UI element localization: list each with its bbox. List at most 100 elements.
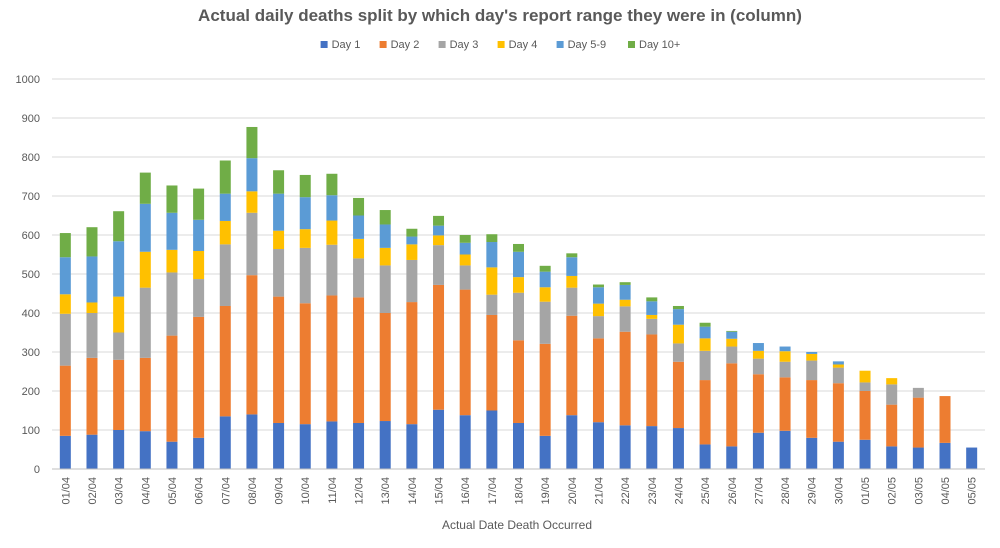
bar-segment — [219, 220, 231, 245]
bar-stack — [379, 210, 391, 469]
x-tick-label: 05/05 — [967, 477, 979, 505]
x-tick-label: 04/04 — [140, 477, 152, 505]
bar-segment — [726, 446, 738, 469]
x-tick-label: 23/04 — [647, 477, 659, 505]
bar-segment — [539, 301, 551, 344]
x-axis-label: Actual Date Death Occurred — [442, 518, 592, 532]
bar-segment — [59, 257, 71, 295]
y-tick-label: 1000 — [16, 74, 40, 86]
bar-segment — [59, 294, 71, 314]
bar-stack — [459, 235, 471, 469]
x-tick-label: 06/04 — [194, 477, 206, 505]
bar-segment — [699, 322, 711, 327]
legend-swatch — [556, 41, 564, 48]
legend-item: Day 5-9 — [556, 39, 606, 51]
x-tick-label: 03/05 — [913, 477, 925, 505]
bar-stack — [726, 330, 738, 469]
bar-segment — [433, 284, 445, 410]
x-tick-label: 22/04 — [620, 477, 632, 505]
bar-segment — [646, 318, 658, 335]
bar-segment — [219, 193, 231, 221]
bar-segment — [166, 335, 178, 442]
bar-segment — [699, 444, 711, 469]
bar-segment — [139, 357, 151, 432]
bar-segment — [299, 174, 311, 198]
bar-segment — [113, 211, 125, 242]
bar-segment — [672, 361, 684, 429]
bar-segment — [406, 302, 418, 425]
bar-stack — [806, 352, 818, 469]
bar-segment — [379, 265, 391, 313]
bar-segment — [246, 126, 258, 159]
bar-segment — [486, 267, 498, 295]
bar-segment — [513, 292, 524, 341]
bar-segment — [699, 326, 711, 339]
bar-segment — [619, 284, 631, 300]
bar-segment — [912, 397, 924, 448]
bar-segment — [619, 306, 631, 332]
bar-segment — [433, 225, 445, 236]
x-tick-label: 07/04 — [220, 477, 232, 505]
bar-segment — [699, 350, 711, 381]
bar-stack — [752, 343, 764, 469]
bar-segment — [886, 446, 898, 469]
bar-segment — [433, 245, 445, 285]
bar-segment — [619, 299, 631, 307]
bar-stack — [939, 396, 951, 469]
bar-segment — [672, 343, 684, 362]
bar-segment — [726, 363, 738, 447]
legend-swatch — [628, 41, 635, 48]
bar-segment — [86, 227, 98, 257]
bar-segment — [113, 332, 125, 360]
bar-segment — [806, 360, 818, 381]
bar-segment — [459, 235, 471, 243]
x-tick-label: 15/04 — [434, 477, 446, 505]
bar-segment — [406, 228, 418, 237]
x-tick-label: 01/04 — [60, 477, 72, 505]
bar-segment — [859, 382, 871, 391]
bar-stack — [619, 282, 631, 469]
bar-segment — [299, 197, 311, 230]
x-tick-label: 04/05 — [940, 477, 952, 505]
bar-stack — [646, 297, 658, 469]
bar-stack — [672, 305, 684, 469]
bar-segment — [779, 377, 791, 431]
bar-stack — [779, 346, 791, 469]
x-tick-label: 18/04 — [514, 477, 526, 505]
bar-segment — [353, 238, 365, 259]
bar-stack — [273, 170, 285, 469]
bar-segment — [779, 346, 791, 352]
x-tick-label: 25/04 — [700, 477, 712, 505]
bar-segment — [326, 421, 338, 469]
x-tick-label: 28/04 — [780, 477, 792, 505]
bar-segment — [326, 244, 338, 296]
bar-segment — [219, 305, 231, 417]
bar-segment — [752, 358, 764, 375]
bar-stack — [912, 387, 924, 469]
bar-stack — [193, 188, 205, 469]
bar-segment — [59, 233, 71, 258]
bar-segment — [619, 425, 631, 469]
bar-segment — [326, 195, 338, 221]
bar-segment — [566, 415, 578, 469]
bar-segment — [273, 296, 285, 423]
bar-segment — [646, 297, 658, 302]
bar-segment — [752, 432, 764, 469]
bar-stack — [832, 361, 844, 469]
bar-segment — [806, 380, 818, 438]
y-tick-label: 500 — [22, 269, 40, 281]
bar-segment — [326, 295, 338, 422]
bar-segment — [86, 313, 98, 358]
x-tick-label: 13/04 — [380, 477, 392, 505]
bar-segment — [59, 435, 71, 469]
bar-segment — [832, 441, 844, 469]
bar-segment — [779, 351, 791, 362]
bar-stack — [886, 378, 898, 469]
bar-segment — [592, 422, 604, 469]
bar-segment — [379, 313, 391, 422]
bar-segment — [406, 424, 418, 469]
legend: Day 1 Day 2 Day 3 Day 4 Day 5-9 Day 10+ — [320, 39, 680, 51]
bar-segment — [113, 430, 125, 469]
bar-segment — [539, 343, 551, 436]
bar-segment — [646, 334, 658, 427]
